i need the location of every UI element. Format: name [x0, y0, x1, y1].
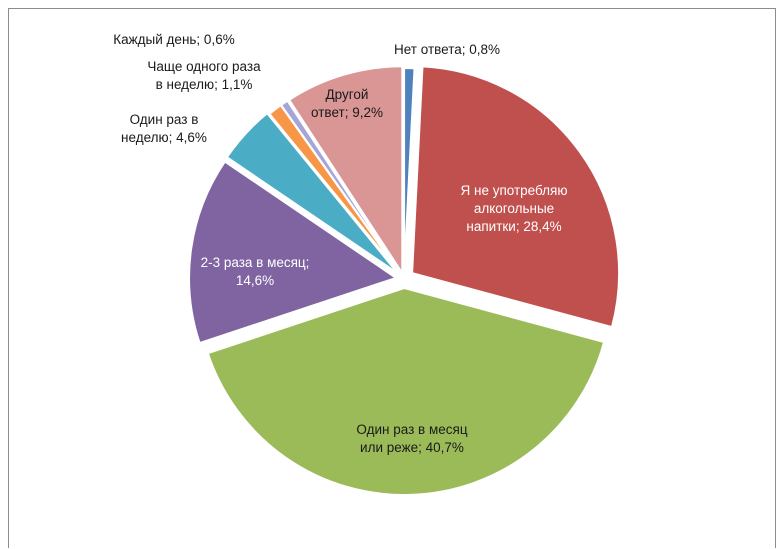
slice-label-line: 14,6% [236, 273, 274, 288]
slice-label-4: 2-3 раза в месяц; 14,6% [201, 255, 310, 288]
slice-label-5: Один раз в неделю; 4,6% [121, 112, 207, 145]
pie-slice-8 [287, 65, 404, 277]
pie-slice-7 [279, 99, 402, 275]
slice-label-1: Нет ответа; 0,8% [394, 42, 500, 57]
pie-slice-1 [403, 67, 416, 276]
pie-chart: Нет ответа; 0,8% Я не употребляю алкогольн… [113, 32, 621, 496]
slice-label-line: или реже; 40,7% [360, 440, 464, 455]
slice-label-line: Один раз в [130, 112, 199, 127]
slice-label-line: напитки; 28,4% [466, 219, 561, 234]
slice-label-line: в неделю; 1,1% [156, 77, 253, 92]
slice-label-line: Другой [326, 87, 369, 102]
slice-label-line: Чаще одного раза [147, 59, 261, 74]
slice-label-line: неделю; 4,6% [121, 130, 207, 145]
pie-slice-2 [411, 65, 621, 329]
slice-label-line: ответ; 9,2% [311, 105, 383, 120]
slice-label-line: Я не употребляю [461, 183, 568, 198]
slice-label-line: алкогольные [474, 201, 554, 216]
slice-label-line: Один раз в месяц [356, 422, 467, 437]
pie-slice-4 [188, 160, 399, 345]
slice-label-2: Я не употребляю алкогольные напитки; 28,4% [461, 183, 568, 234]
slice-label-6: Чаще одного раза в неделю; 1,1% [147, 59, 261, 92]
chart-frame: Нет ответа; 0,8% Я не употребляю алкогольн… [8, 8, 776, 548]
slice-label-7: Каждый день; 0,6% [113, 32, 234, 47]
slice-label-line: 2-3 раза в месяц; [201, 255, 310, 270]
slice-label-3: Один раз в месяц или реже; 40,7% [356, 422, 467, 455]
pie-slice-3 [206, 286, 606, 496]
slice-label-line: Нет ответа; 0,8% [394, 42, 500, 57]
pie-slice-5 [225, 111, 399, 275]
slice-label-8: Другой ответ; 9,2% [311, 87, 383, 120]
slice-label-line: Каждый день; 0,6% [113, 32, 234, 47]
